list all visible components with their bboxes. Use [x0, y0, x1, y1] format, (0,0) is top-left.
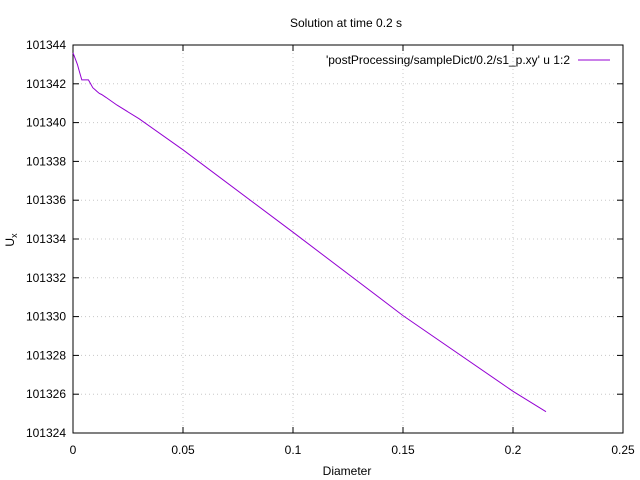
- x-axis-label: Diameter: [323, 464, 372, 478]
- y-tick-label: 101330: [26, 310, 66, 324]
- y-tick-label: 101340: [26, 116, 66, 130]
- y-axis-label: Ux: [3, 233, 19, 247]
- x-tick-label: 0.2: [505, 443, 522, 457]
- grid-lines: [73, 45, 623, 433]
- x-tick-label: 0: [70, 443, 77, 457]
- y-tick-label: 101332: [26, 271, 66, 285]
- legend: 'postProcessing/sampleDict/0.2/s1_p.xy' …: [326, 53, 610, 67]
- axis-ticks: 0 0.05 0.1 0.15 0.2 0.25 101324 101326 101328 101…: [26, 38, 635, 457]
- series-line: [72, 52, 547, 413]
- x-tick-label: 0.05: [171, 443, 195, 457]
- y-tick-label: 101324: [26, 426, 66, 440]
- y-tick-label: 101336: [26, 193, 66, 207]
- series-layer: [72, 52, 547, 413]
- plot-frame: [72, 44, 624, 434]
- y-tick-label: 101344: [26, 38, 66, 52]
- x-tick-label: 0.25: [611, 443, 635, 457]
- y-tick-label: 101342: [26, 77, 66, 91]
- y-axis-label-subscript: x: [9, 233, 19, 238]
- legend-label: 'postProcessing/sampleDict/0.2/s1_p.xy' …: [326, 53, 570, 67]
- y-tick-label: 101334: [26, 232, 66, 246]
- x-tick-label: 0.1: [285, 443, 302, 457]
- chart-title: Solution at time 0.2 s: [290, 16, 402, 30]
- y-axis-label-main: U: [3, 238, 17, 247]
- y-tick-label: 101326: [26, 387, 66, 401]
- y-tick-label: 101328: [26, 348, 66, 362]
- x-tick-label: 0.15: [391, 443, 415, 457]
- y-tick-label: 101338: [26, 154, 66, 168]
